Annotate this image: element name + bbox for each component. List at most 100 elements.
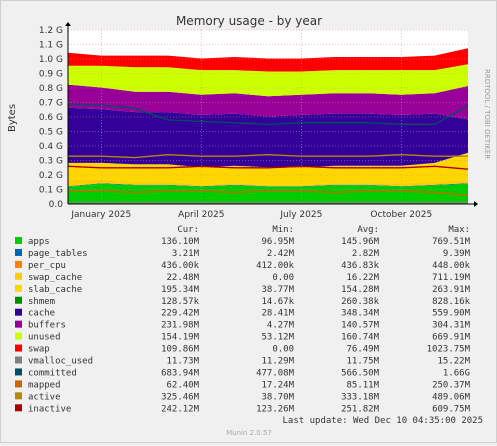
legend-min-header: Min: [272,225,294,235]
munin-version: Munin 2.0.57 [226,429,272,437]
legend-avg: 154.28M [341,285,380,295]
legend-max-header: Max: [448,225,470,235]
legend-max: 769.51M [432,237,471,247]
legend-avg: 145.96M [341,237,380,247]
plot-area [65,22,478,207]
y-tick-label: 0.7 G [39,99,63,109]
y-tick-label: 0.4 G [39,142,63,152]
legend-swatch [15,272,22,280]
legend-name: mapped [28,380,61,390]
legend-name: swap [28,345,50,355]
legend-avg: 333.18M [341,392,380,402]
legend-avg: 348.34M [341,309,380,319]
legend-cur: 109.86M [161,345,200,355]
legend-min: 123.26M [256,404,295,414]
legend-row-swap: swap 109.86M 0.00 76.49M 1023.75M [15,344,471,355]
legend-min: 477.08M [256,368,295,378]
x-tick-label: January 2025 [70,210,131,220]
rrdtool-credit: RRDTOOL / TOBI OETIKER [483,69,491,159]
legend-row-cache: cache 229.42M 28.41M 348.34M 559.90M [15,308,471,319]
x-tick-label: October 2025 [370,210,432,220]
y-tick-label: 1.0 G [39,55,63,65]
legend-row-slab_cache: slab_cache 195.34M 38.77M 154.28M 263.91M [15,284,471,295]
area-swap_cache [68,178,468,187]
legend-name: page_tables [28,249,88,259]
legend-cur: 3.21M [172,249,200,259]
legend-min: 14.67k [261,297,294,307]
y-tick-label: 0.1 G [39,186,63,196]
legend-min: 0.00 [272,345,294,355]
legend-name: per_cpu [28,261,66,271]
legend-name: apps [28,237,50,247]
legend-row-active: active 325.46M 38.70M 333.18M 489.06M [15,392,471,402]
legend-max: 263.91M [432,285,471,295]
legend-name: slab_cache [28,285,82,295]
y-axis-arrow [65,22,71,26]
legend-name: cache [28,309,55,319]
legend-swatch [15,392,22,400]
legend-cur-header: Cur: [177,225,199,235]
legend-avg: 251.82M [341,404,380,414]
legend-cur: 136.10M [161,237,200,247]
legend-swatch [15,332,22,340]
legend-avg-header: Avg: [357,225,379,235]
y-axis-ticks: 0.0 0.1 G 0.2 G 0.3 G 0.4 G 0.5 G 0.6 G 0.7 G 0.… [39,26,63,210]
legend-swatch [15,404,22,412]
legend-max: 669.91M [432,333,471,343]
legend-avg: 16.22M [346,273,379,283]
legend-swatch [15,237,22,244]
legend-cur: 62.40M [166,380,199,390]
legend-row-vmalloc_used: vmalloc_used 11.73M 11.29M 11.75M 15.22M [15,356,471,367]
legend-min: 0.00 [272,273,294,283]
legend-cur: 154.19M [161,333,200,343]
legend-min: 53.12M [261,333,294,343]
legend-avg: 436.83k [341,261,380,271]
legend-row-unused: unused 154.19M 53.12M 160.74M 669.91M [15,332,471,343]
legend-max: 1023.75M [427,345,471,355]
legend-swatch [15,248,22,256]
legend-swatch [15,308,22,316]
legend-avg: 85.11M [346,380,379,390]
x-axis-arrow [474,201,478,207]
legend-swatch [15,344,22,352]
legend-min: 4.27M [267,321,295,331]
legend-name: swap_cache [28,273,82,283]
legend-row-page_tables: page_tables 3.21M 2.42M 2.82M 9.39M [15,248,471,259]
legend-name: active [28,392,61,402]
y-axis-label: Bytes [7,104,18,132]
legend-min: 17.24M [261,380,294,390]
legend-cur: 231.98M [161,321,200,331]
legend-swatch [15,260,22,268]
y-tick-label: 0.0 [49,200,64,210]
legend-name: buffers [28,321,66,331]
x-tick-label: April 2025 [178,210,224,220]
legend-row-committed: committed 683.94M 477.08M 566.50M 1.66G [15,368,470,378]
legend: apps 136.10M 96.95M 145.96M 769.51M page_tabl… [15,237,471,414]
legend-min: 96.95M [261,237,294,247]
line-active [68,153,468,159]
legend-cur: 229.42M [161,309,200,319]
line-mapped [68,190,469,196]
legend-avg: 140.57M [341,321,380,331]
y-tick-label: 0.2 G [39,171,63,181]
legend-max: 609.75M [432,404,471,414]
legend-min: 2.42M [267,249,295,259]
x-axis-ticks: January 2025 April 2025 July 2025 October 2… [70,210,432,220]
legend-max: 711.19M [432,273,471,283]
legend-cur: 195.34M [161,285,200,295]
legend-name: shmem [28,297,55,307]
y-tick-label: 0.6 G [39,113,63,123]
area-swap [68,48,468,72]
legend-max: 15.22M [437,357,470,367]
legend-name: inactive [28,404,71,414]
legend-max: 9.39M [443,249,471,259]
legend-avg: 76.49M [346,345,379,355]
legend-max: 559.90M [432,309,471,319]
chart-title: Memory usage - by year [176,14,322,28]
legend-swatch [15,380,22,388]
legend-max: 250.37M [432,380,471,390]
legend-row-shmem: shmem 128.57k 14.67k 260.38k 828.16k [15,296,471,307]
legend-max: 304.31M [432,321,471,331]
